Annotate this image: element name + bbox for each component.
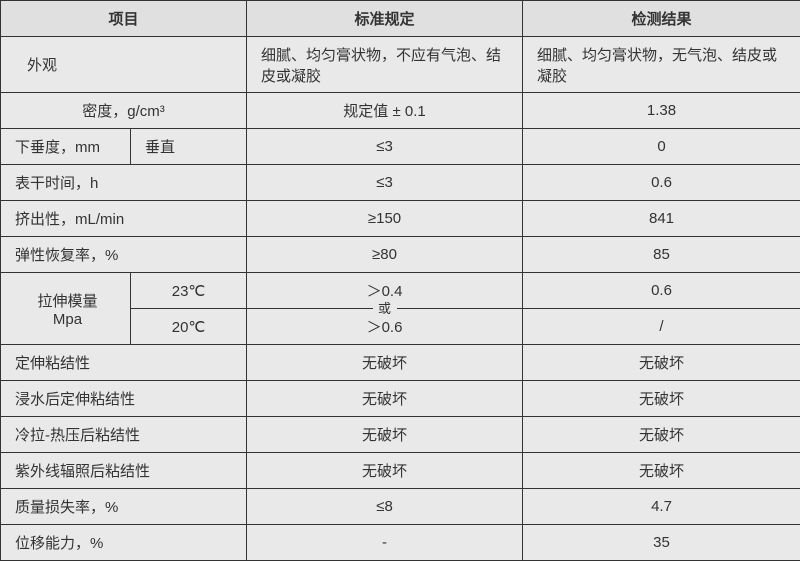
table-row: 拉伸模量 Mpa 23℃ ＞0.4 ＞0.6 或 0.6: [1, 273, 800, 309]
cell-result: 细腻、均匀膏状物，无气泡、结皮或凝胶: [523, 37, 800, 93]
cell-standard: -: [247, 525, 523, 561]
cell-result: 35: [523, 525, 800, 561]
cell-result: 无破坏: [523, 453, 800, 489]
spec-table-container: 项目 标准规定 检测结果 外观 细腻、均匀膏状物，不应有气泡、结皮或凝胶 细腻、…: [0, 0, 800, 555]
cell-item: 弹性恢复率，%: [1, 237, 247, 273]
cell-sub: 23℃: [131, 273, 247, 309]
cell-standard: ≥80: [247, 237, 523, 273]
cell-result: 0.6: [523, 273, 800, 309]
cell-standard: 无破坏: [247, 417, 523, 453]
cell-result: 841: [523, 201, 800, 237]
cell-result: 无破坏: [523, 345, 800, 381]
cell-item: 定伸粘结性: [1, 345, 247, 381]
group-label-line1: 拉伸模量: [37, 293, 97, 310]
cell-standard: ≤3: [247, 165, 523, 201]
cell-standard: ≤8: [247, 489, 523, 525]
cell-result: 85: [523, 237, 800, 273]
table-header-row: 项目 标准规定 检测结果: [1, 1, 800, 37]
cell-standard: 无破坏: [247, 345, 523, 381]
cell-item: 挤出性，mL/min: [1, 201, 247, 237]
std-top: ＞0.4: [367, 280, 403, 301]
table-row: 位移能力，% - 35: [1, 525, 800, 561]
cell-item: 表干时间，h: [1, 165, 247, 201]
table-row: 密度，g/cm³ 规定值 ± 0.1 1.38: [1, 93, 800, 129]
table-row: 外观 细腻、均匀膏状物，不应有气泡、结皮或凝胶 细腻、均匀膏状物，无气泡、结皮或…: [1, 37, 800, 93]
header-standard: 标准规定: [247, 1, 523, 37]
cell-result: 1.38: [523, 93, 800, 129]
cell-standard: ≥150: [247, 201, 523, 237]
cell-standard: 细腻、均匀膏状物，不应有气泡、结皮或凝胶: [247, 37, 523, 93]
cell-item: 外观: [1, 37, 247, 93]
table-row: 质量损失率，% ≤8 4.7: [1, 489, 800, 525]
std-bottom: ＞0.6: [367, 316, 403, 337]
cell-item: 位移能力，%: [1, 525, 247, 561]
header-result: 检测结果: [523, 1, 800, 37]
header-item: 项目: [1, 1, 247, 37]
cell-standard: 无破坏: [247, 381, 523, 417]
cell-standard: ≤3: [247, 129, 523, 165]
cell-result: 无破坏: [523, 381, 800, 417]
cell-item: 冷拉-热压后粘结性: [1, 417, 247, 453]
std-mid-note: 或: [378, 300, 391, 315]
group-label-line2: Mpa: [53, 311, 82, 328]
cell-sub: 垂直: [131, 129, 247, 165]
table-row: 定伸粘结性 无破坏 无破坏: [1, 345, 800, 381]
cell-item: 浸水后定伸粘结性: [1, 381, 247, 417]
cell-standard: 无破坏: [247, 453, 523, 489]
table-row: 表干时间，h ≤3 0.6: [1, 165, 800, 201]
spec-table: 项目 标准规定 检测结果 外观 细腻、均匀膏状物，不应有气泡、结皮或凝胶 细腻、…: [0, 0, 800, 561]
table-row: 浸水后定伸粘结性 无破坏 无破坏: [1, 381, 800, 417]
cell-standard: 规定值 ± 0.1: [247, 93, 523, 129]
cell-item: 密度，g/cm³: [1, 93, 247, 129]
cell-result: 0: [523, 129, 800, 165]
cell-result: 4.7: [523, 489, 800, 525]
table-row: 弹性恢复率，% ≥80 85: [1, 237, 800, 273]
table-row: 挤出性，mL/min ≥150 841: [1, 201, 800, 237]
cell-item: 紫外线辐照后粘结性: [1, 453, 247, 489]
table-row: 下垂度，mm 垂直 ≤3 0: [1, 129, 800, 165]
table-row: 冷拉-热压后粘结性 无破坏 无破坏: [1, 417, 800, 453]
cell-sub: 20℃: [131, 309, 247, 345]
cell-item-group: 拉伸模量 Mpa: [1, 273, 131, 345]
cell-result: /: [523, 309, 800, 345]
cell-result: 无破坏: [523, 417, 800, 453]
cell-result: 0.6: [523, 165, 800, 201]
cell-standard-group: ＞0.4 ＞0.6 或: [247, 273, 523, 345]
cell-item: 质量损失率，%: [1, 489, 247, 525]
table-row: 紫外线辐照后粘结性 无破坏 无破坏: [1, 453, 800, 489]
cell-item: 下垂度，mm: [1, 129, 131, 165]
